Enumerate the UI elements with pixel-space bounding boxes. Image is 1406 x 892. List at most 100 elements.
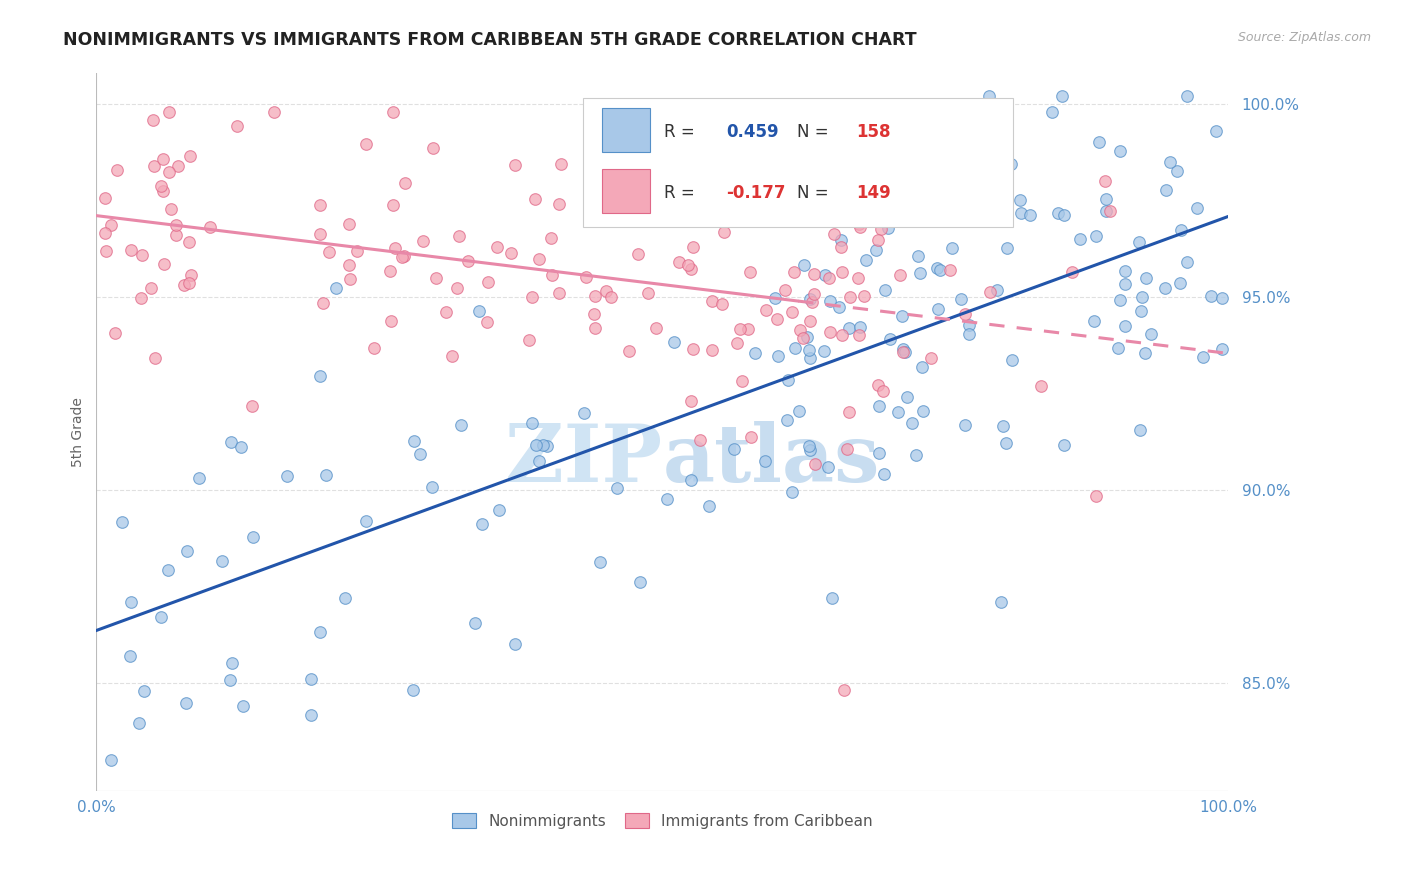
Point <box>887 405 910 419</box>
Point <box>776 413 799 427</box>
Point <box>468 304 491 318</box>
Point <box>221 657 243 671</box>
Point <box>420 480 443 494</box>
Point <box>831 265 853 279</box>
Point <box>1018 208 1040 222</box>
Text: 0.459: 0.459 <box>725 123 779 141</box>
Point <box>1211 342 1233 356</box>
Point <box>141 281 163 295</box>
Point <box>853 289 876 303</box>
Point <box>111 516 134 530</box>
Point <box>1001 352 1024 367</box>
Point <box>994 436 1017 450</box>
Text: R =: R = <box>664 184 700 202</box>
Point <box>803 267 825 281</box>
Point <box>782 484 804 499</box>
Point <box>929 263 952 277</box>
Point <box>450 418 472 433</box>
Point <box>152 184 174 198</box>
Point <box>1114 277 1136 291</box>
Point <box>263 104 285 119</box>
Point <box>797 343 820 357</box>
Point <box>94 190 117 204</box>
Point <box>446 281 468 295</box>
Point <box>773 283 796 297</box>
Point <box>848 220 870 235</box>
Point <box>134 683 156 698</box>
Point <box>363 341 385 355</box>
Point <box>1185 202 1208 216</box>
Point <box>1205 123 1227 137</box>
Point <box>527 454 550 468</box>
Point <box>738 265 761 279</box>
Point <box>242 530 264 544</box>
Point <box>754 454 776 468</box>
Point <box>1130 304 1153 318</box>
Point <box>179 235 201 250</box>
Point <box>211 554 233 568</box>
Point <box>582 307 605 321</box>
Point <box>782 265 804 279</box>
Point <box>1109 144 1132 158</box>
Point <box>872 384 894 398</box>
Point <box>440 349 463 363</box>
Point <box>356 136 378 151</box>
Point <box>796 330 818 344</box>
Point <box>768 199 790 213</box>
Point <box>157 164 180 178</box>
Point <box>838 321 860 335</box>
Point <box>979 285 1001 299</box>
Point <box>731 374 754 388</box>
Point <box>868 446 890 460</box>
Point <box>990 595 1012 609</box>
Point <box>682 343 704 357</box>
Point <box>1053 438 1076 452</box>
Point <box>689 433 711 447</box>
Point <box>832 683 855 698</box>
Point <box>866 233 889 247</box>
Point <box>920 351 942 365</box>
Point <box>927 260 949 275</box>
Point <box>848 327 870 342</box>
Point <box>891 345 914 359</box>
Point <box>152 152 174 166</box>
Point <box>821 591 844 605</box>
Point <box>681 393 703 408</box>
Point <box>995 241 1018 255</box>
Point <box>232 698 254 713</box>
Point <box>299 707 322 722</box>
Point <box>522 416 544 430</box>
Point <box>434 305 457 319</box>
Point <box>548 286 571 301</box>
Point <box>780 305 803 319</box>
Point <box>814 268 837 282</box>
Point <box>849 319 872 334</box>
Point <box>626 247 648 261</box>
Point <box>779 142 801 156</box>
Point <box>575 269 598 284</box>
Point <box>655 492 678 507</box>
Point <box>1114 319 1136 334</box>
Point <box>713 225 735 239</box>
Point <box>799 439 821 453</box>
Point <box>755 302 778 317</box>
Point <box>129 291 152 305</box>
Point <box>422 141 444 155</box>
Point <box>449 229 471 244</box>
Text: R =: R = <box>664 123 700 141</box>
Point <box>1128 424 1150 438</box>
Point <box>831 328 853 343</box>
Point <box>823 227 845 241</box>
Point <box>198 220 221 235</box>
Point <box>219 673 242 688</box>
Point <box>583 321 606 335</box>
Text: 158: 158 <box>856 123 890 141</box>
Point <box>520 290 543 304</box>
Point <box>766 349 789 363</box>
FancyBboxPatch shape <box>602 169 650 213</box>
Point <box>1084 228 1107 243</box>
Point <box>838 405 860 419</box>
Legend: Nonimmigrants, Immigrants from Caribbean: Nonimmigrants, Immigrants from Caribbean <box>446 807 879 835</box>
Text: Source: ZipAtlas.com: Source: ZipAtlas.com <box>1237 31 1371 45</box>
Point <box>531 437 554 451</box>
